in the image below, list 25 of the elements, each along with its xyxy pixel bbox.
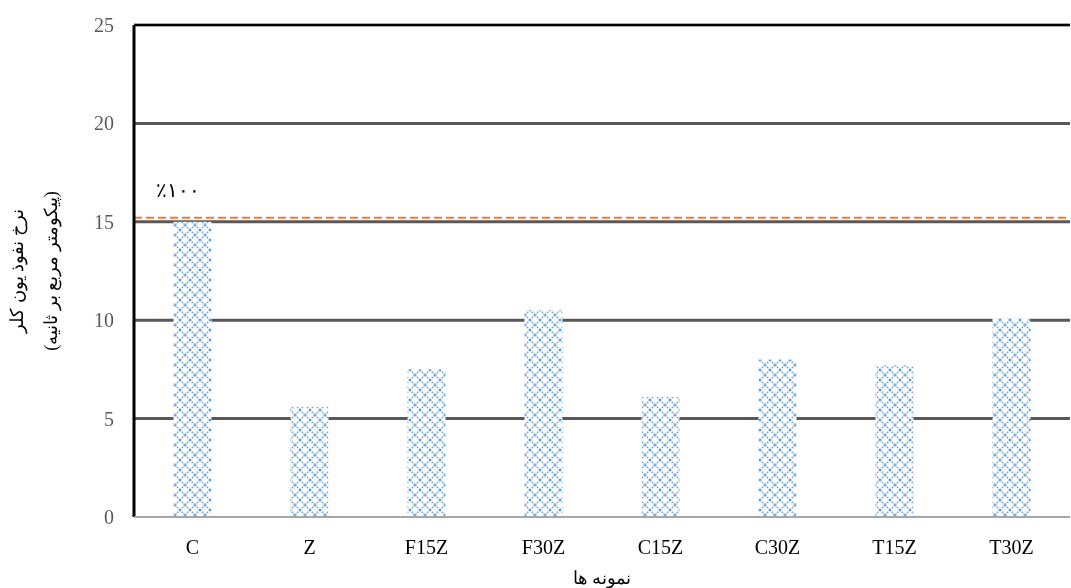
bar [992, 318, 1031, 517]
y-tick-label: 5 [104, 407, 114, 430]
y-tick-label: 10 [94, 309, 114, 332]
ref-line-label: ٪۱۰۰ [156, 178, 200, 201]
bar [524, 310, 563, 517]
bar [875, 365, 914, 517]
y-tick-label: 0 [104, 506, 114, 528]
y-tick-label: 15 [94, 210, 114, 233]
bar [641, 396, 680, 517]
x-axis-title: نمونه ها [572, 568, 632, 588]
x-tick-label: T15Z [872, 536, 917, 558]
y-axis-title: نرخ نفوذ یون کلر (پیکومتر مربع بر ثانیه) [7, 191, 62, 351]
bar [407, 369, 446, 517]
x-tick-label: T30Z [989, 536, 1034, 558]
x-tick-label: C30Z [754, 536, 801, 558]
y-tick-label: 20 [94, 112, 114, 135]
bar [290, 406, 329, 517]
bar [173, 221, 212, 517]
x-tick-label: C [185, 536, 200, 558]
x-tick-label: F15Z [404, 536, 449, 558]
y-tick-label: 25 [94, 14, 114, 36]
bar [758, 359, 797, 517]
x-tick-label: Z [303, 536, 316, 558]
x-tick-label: C15Z [637, 536, 684, 558]
x-tick-label: F30Z [521, 536, 566, 558]
